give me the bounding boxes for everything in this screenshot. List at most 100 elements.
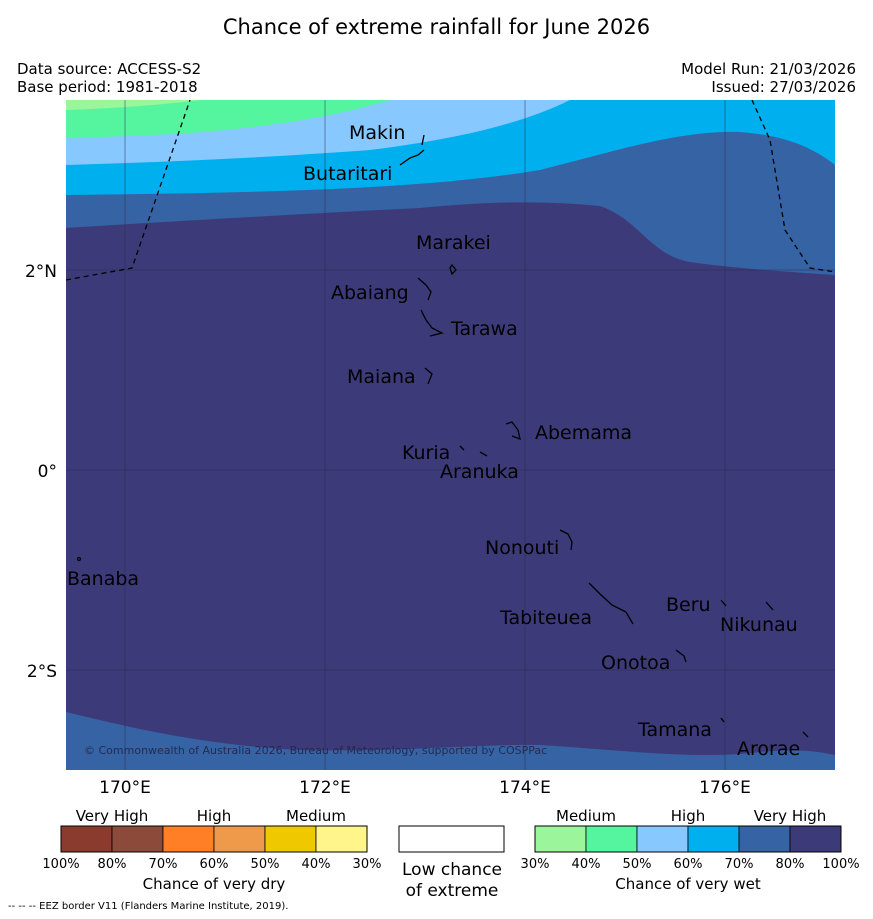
wet-tick-2: 50%	[623, 857, 652, 872]
legend-dry: Very High High Medium 100% 80% 70% 60% 50% 40…	[42, 807, 381, 893]
label-onotoa: Onotoa	[601, 652, 670, 674]
label-tarawa: Tarawa	[450, 318, 518, 340]
label-maiana: Maiana	[347, 366, 416, 388]
label-beru: Beru	[666, 594, 711, 616]
wet-tick-5: 80%	[776, 857, 805, 872]
base-period: Base period: 1981-2018	[17, 78, 198, 96]
dry-swatches	[60, 825, 368, 853]
lat-label-0: 0°	[38, 462, 57, 482]
dry-cat-medium: Medium	[286, 807, 346, 825]
dry-tick-3: 60%	[200, 857, 229, 872]
wet-swatches	[534, 825, 842, 853]
island-maiana-outline	[424, 367, 433, 385]
lon-label-176e: 176°E	[699, 778, 751, 798]
neutral-line2: of extreme	[406, 881, 499, 901]
dry-tick-1: 80%	[98, 857, 127, 872]
model-run: Model Run: 21/03/2026	[681, 60, 856, 78]
lon-label-174e: 174°E	[499, 778, 551, 798]
island-outlines	[76, 134, 809, 738]
wet-swatch-3	[687, 825, 740, 853]
island-tarawa-outline	[420, 309, 444, 337]
dry-tick-0: 100%	[42, 857, 79, 872]
label-tabiteuea: Tabiteuea	[499, 607, 592, 629]
data-source: Data source: ACCESS-S2	[17, 60, 202, 78]
label-nikunau: Nikunau	[720, 614, 798, 636]
wet-cat-high: High	[671, 807, 705, 825]
meta-left: Data source: ACCESS-S2 Base period: 1981…	[17, 60, 201, 96]
island-tabiteuea-outline	[588, 582, 634, 625]
island-aranuka-outline	[479, 451, 488, 457]
dry-tick-6: 30%	[353, 857, 382, 872]
wet-tick-3: 60%	[674, 857, 703, 872]
wet-tick-4: 70%	[725, 857, 754, 872]
wet-tick-1: 40%	[572, 857, 601, 872]
map-title: Chance of extreme rainfall for June 2026	[222, 15, 651, 39]
label-arorae: Arorae	[737, 738, 800, 760]
lat-label-2n: 2°N	[25, 262, 57, 282]
dry-bar-frame	[60, 825, 368, 853]
eez-footnote: -- -- -- EEZ border V11 (Flanders Marine…	[8, 901, 289, 912]
eez-border-east	[751, 100, 835, 273]
map-area: Makin Butaritari Marakei Abaiang Tarawa …	[66, 100, 835, 770]
neutral-line1: Low chance	[402, 860, 502, 880]
lon-label-170e: 170°E	[99, 778, 151, 798]
island-abaiang-outline	[417, 277, 432, 301]
island-kuria-outline	[459, 445, 465, 451]
label-kuria: Kuria	[402, 442, 450, 464]
label-abaiang: Abaiang	[331, 282, 409, 304]
copyright-notice: © Commonwealth of Australia 2026, Bureau…	[84, 744, 547, 757]
dry-tick-5: 40%	[302, 857, 331, 872]
dry-ticks: 100% 80% 70% 60% 50% 40% 30%	[42, 857, 381, 872]
island-banaba-outline	[76, 556, 82, 562]
zone-40-50	[66, 100, 390, 138]
island-marakei-outline	[449, 263, 457, 276]
island-abemama-outline	[505, 421, 521, 441]
wet-bar-frame	[534, 825, 842, 853]
dry-tick-4: 50%	[251, 857, 280, 872]
label-aranuka: Aranuka	[440, 461, 519, 483]
label-butaritari: Butaritari	[303, 163, 392, 185]
legend-neutral: Low chance of extreme	[398, 825, 505, 901]
dry-swatch-5	[315, 825, 368, 853]
island-onotoa-outline	[675, 649, 687, 663]
wet-ticks: 30% 40% 50% 60% 70% 80% 100%	[521, 857, 860, 872]
meta-right: Model Run: 21/03/2026 Issued: 27/03/2026	[681, 60, 856, 96]
wet-swatch-5	[789, 825, 842, 853]
island-tamana-outline	[720, 717, 725, 723]
island-nonouti-outline	[559, 529, 573, 551]
label-tamana: Tamana	[637, 719, 712, 741]
island-makin-outline	[421, 134, 425, 146]
label-nonouti: Nonouti	[485, 537, 559, 559]
island-nikunau-outline	[765, 601, 774, 611]
wet-cat-medium: Medium	[556, 807, 616, 825]
label-makin: Makin	[349, 122, 405, 144]
zone-30-40	[66, 100, 200, 110]
island-butaritari-outline	[399, 149, 425, 166]
dry-swatch-1	[111, 825, 164, 853]
dry-caption: Chance of very dry	[143, 875, 286, 893]
island-arorae-outline	[802, 731, 809, 738]
wet-swatch-4	[738, 825, 791, 853]
wet-cat-very-high: Very High	[754, 807, 827, 825]
wet-swatch-1	[585, 825, 638, 853]
label-abemama: Abemama	[535, 422, 632, 444]
eez-border-west	[66, 100, 191, 281]
dry-cat-very-high: Very High	[76, 807, 149, 825]
zone-70-80-south	[66, 712, 835, 770]
label-marakei: Marakei	[416, 232, 491, 254]
wet-swatch-2	[636, 825, 689, 853]
wet-tick-0: 30%	[521, 857, 550, 872]
neutral-swatch	[398, 825, 505, 853]
island-beru-outline	[720, 599, 727, 607]
lat-label-2s: 2°S	[27, 662, 57, 682]
wet-swatch-0	[534, 825, 587, 853]
lon-label-172e: 172°E	[299, 778, 351, 798]
dry-swatch-4	[264, 825, 317, 853]
legend-wet: Medium High Very High 30% 40% 50% 60% 70% 80%…	[521, 807, 860, 893]
dry-cat-high: High	[197, 807, 231, 825]
wet-tick-6: 100%	[822, 857, 859, 872]
issued-date: Issued: 27/03/2026	[711, 78, 856, 96]
dry-tick-2: 70%	[149, 857, 178, 872]
dry-swatch-3	[213, 825, 266, 853]
